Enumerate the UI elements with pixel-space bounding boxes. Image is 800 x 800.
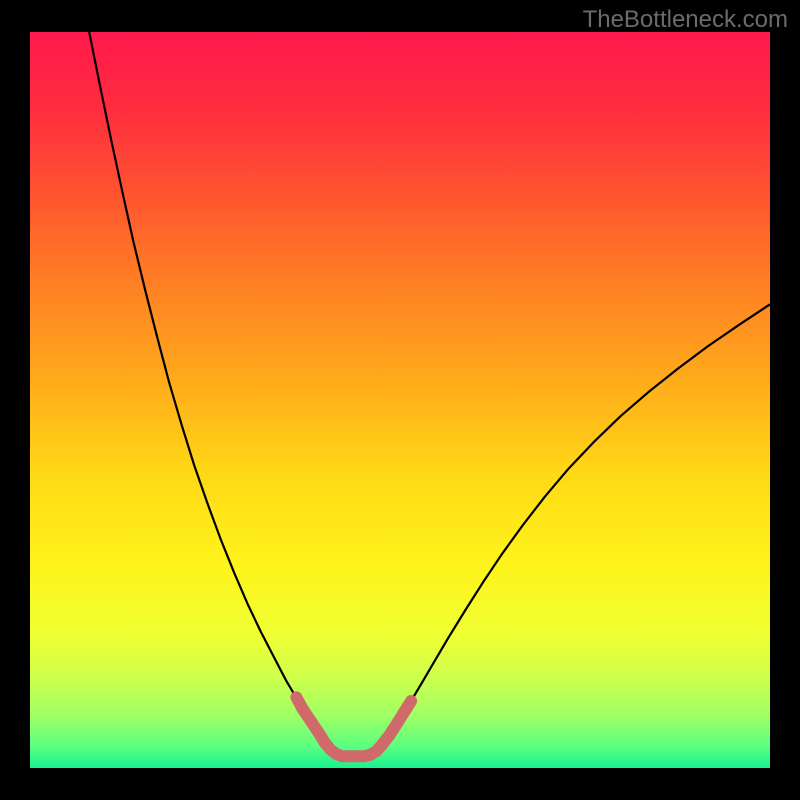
watermark-text: TheBottleneck.com [583, 6, 788, 34]
chart-background [30, 32, 770, 768]
bottleneck-chart [30, 32, 770, 768]
